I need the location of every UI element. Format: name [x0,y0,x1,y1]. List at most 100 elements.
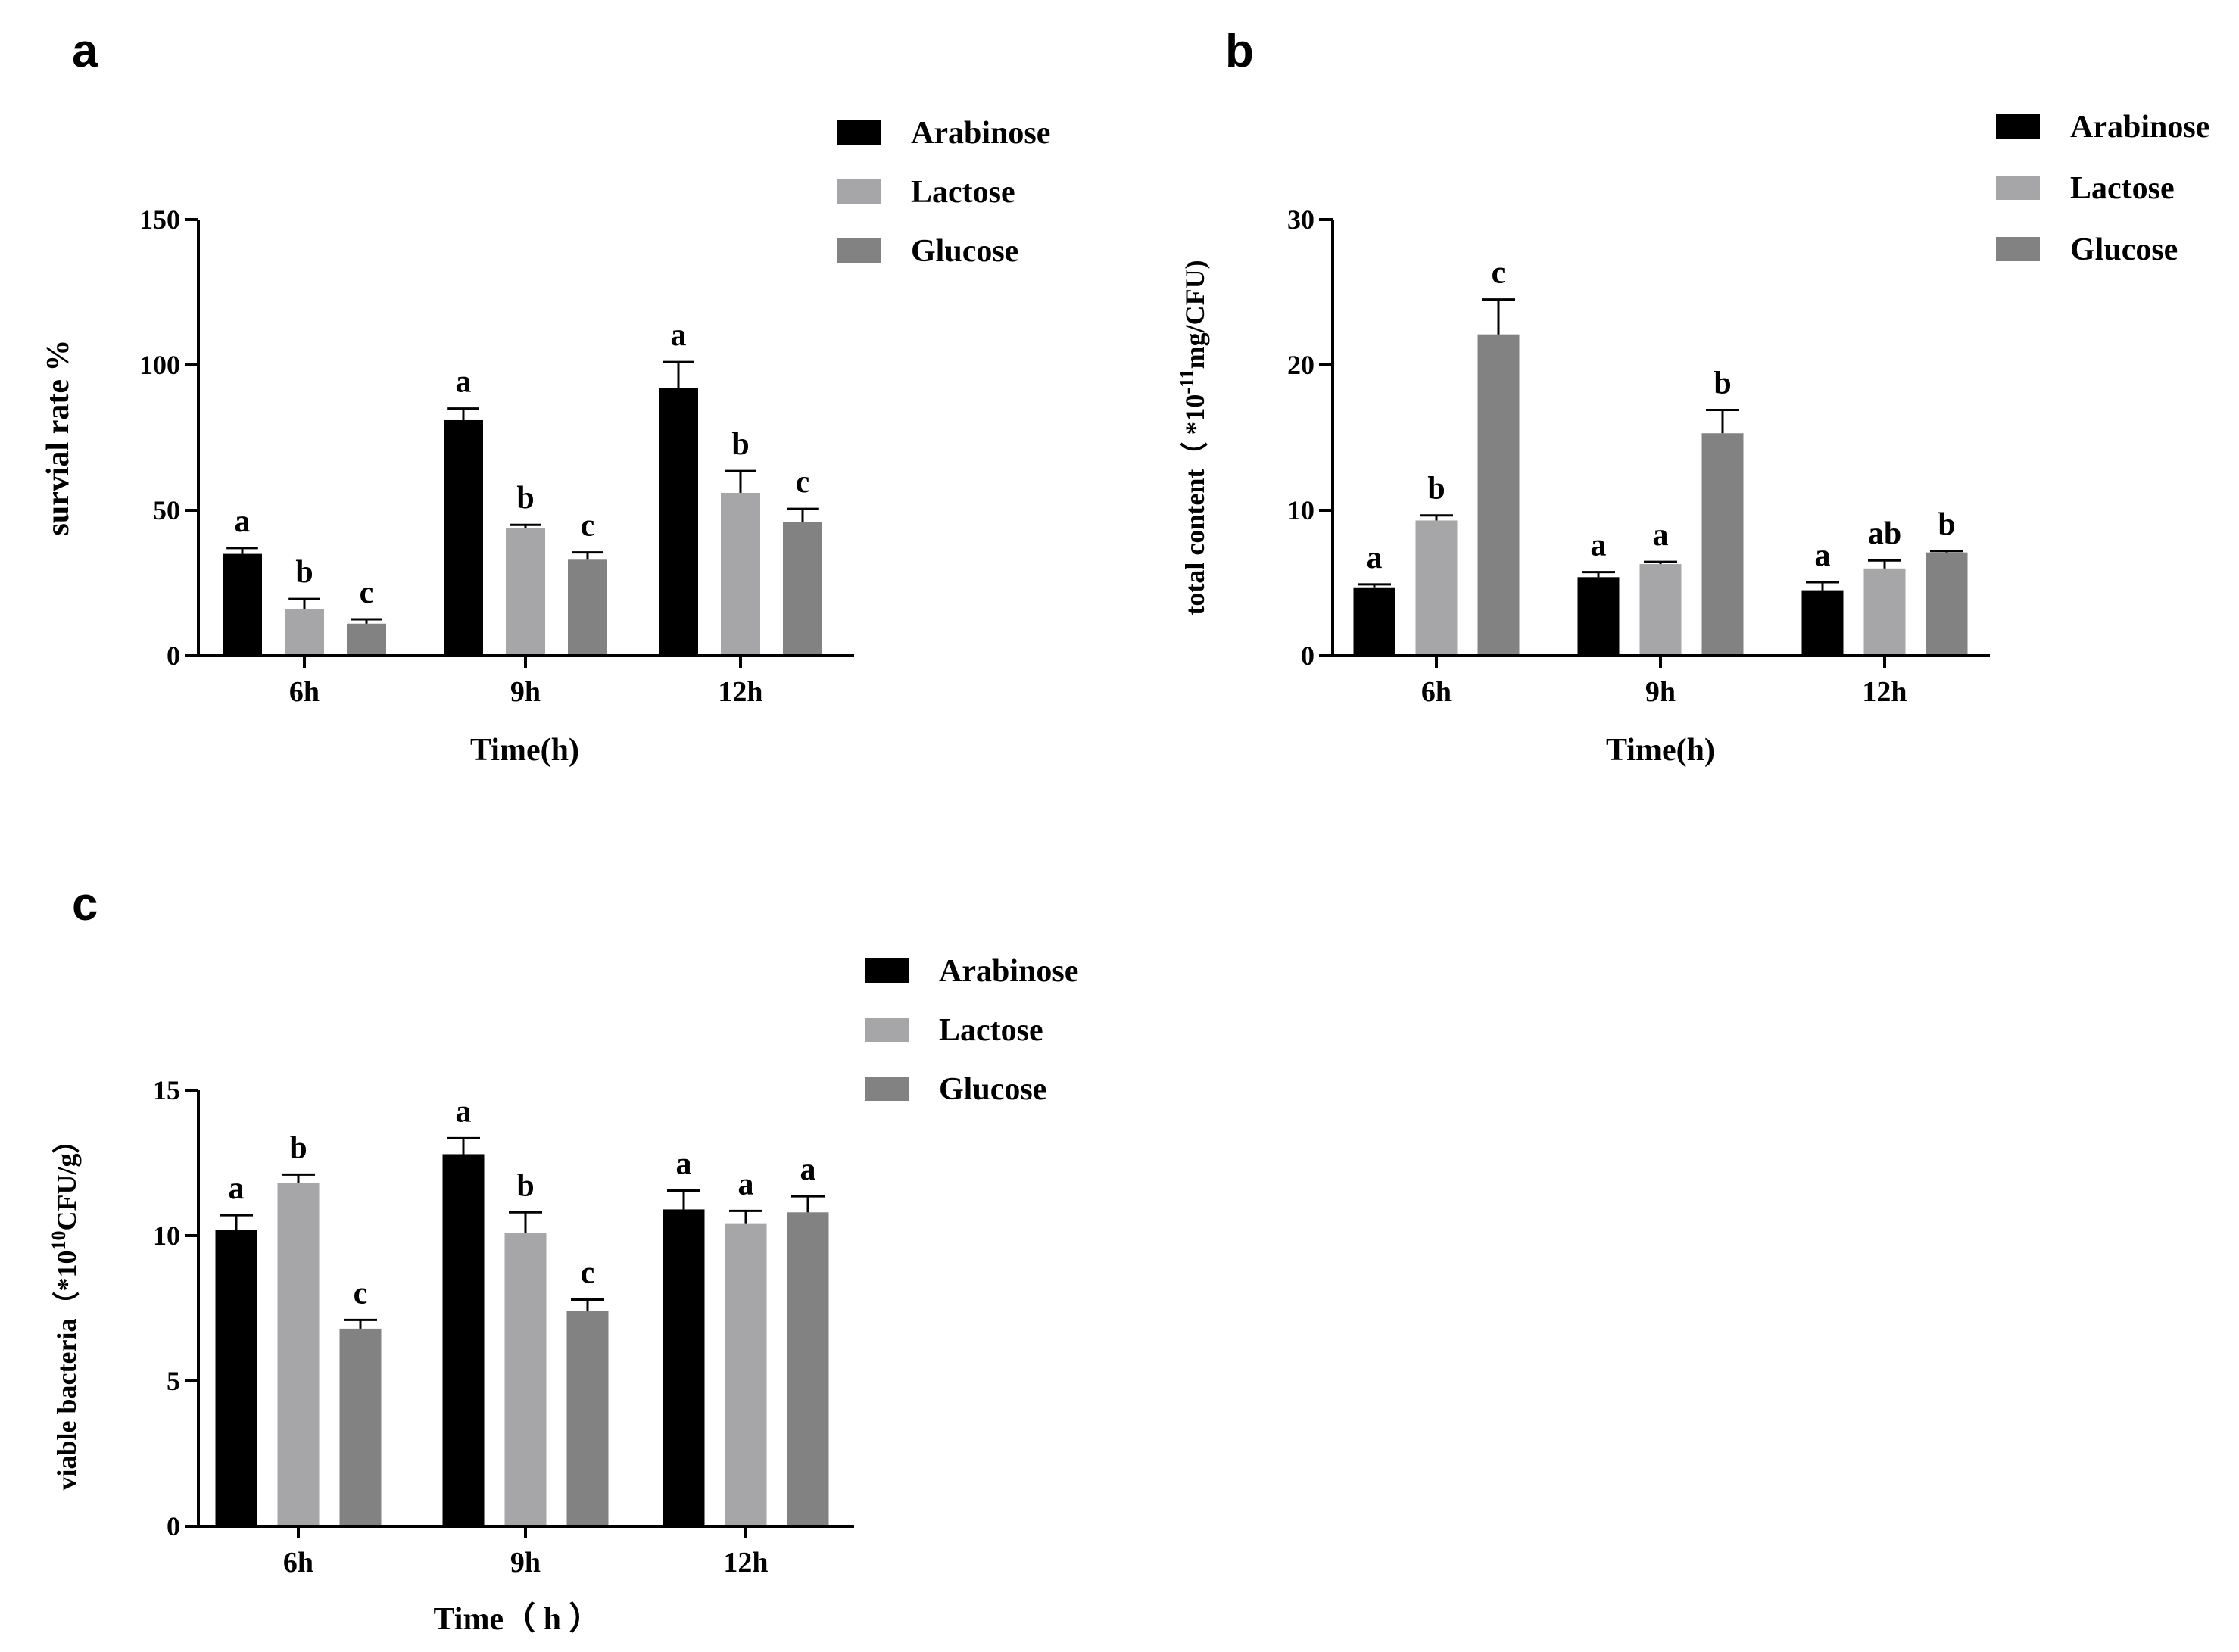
significance-letter: a [1591,528,1607,563]
y-axis-title-a: survial rate % [41,340,76,536]
legend-label-lactose: Lactose [939,1013,1043,1048]
legend-swatch-arabinose [865,958,909,983]
legend-b: Arabinose Lactose Glucose [1996,110,2209,267]
significance-letter: c [354,1276,368,1311]
y-axis-title-c-main: viable bacteria（*10 [51,1251,82,1491]
bar-lactose-12h [725,1223,767,1526]
bar-arabinose-9h [444,419,483,656]
significance-letter: a [235,504,251,539]
significance-letter: c [581,1255,595,1290]
y-tick-label: 10 [153,1220,180,1251]
panel-letter-c: c [72,878,98,930]
legend-swatch-glucose [1996,237,2040,261]
legend-label-arabinose: Arabinose [2070,110,2209,145]
bar-glucose-12h [787,1212,829,1526]
legend-label-lactose: Lactose [2070,171,2175,206]
bar-arabinose-6h [215,1230,257,1526]
bar-lactose-6h [1415,520,1458,656]
bar-glucose-12h [1926,552,1968,656]
significance-letter: a [1815,538,1831,573]
marks-c: a a a b b a c c a [215,1094,829,1526]
bar-lactose-9h [1639,564,1682,656]
significance-letter: a [738,1167,754,1202]
legend-swatch-lactose [865,1018,909,1042]
x-tick-label: 12h [718,676,762,708]
y-tick-label: 0 [1301,641,1314,671]
legend-swatch-lactose [837,179,881,204]
bar-lactose-6h [277,1183,320,1526]
x-tick-label: 9h [510,676,541,708]
significance-letter: b [516,1168,534,1203]
bar-glucose-9h [568,559,607,656]
bar-lactose-9h [504,1233,547,1526]
legend-label-lactose: Lactose [911,175,1015,210]
x-tick-label: 6h [283,1547,313,1579]
significance-letter: c [581,509,595,544]
x-tick-label: 9h [1645,676,1676,708]
bar-lactose-6h [285,609,324,656]
bar-glucose-9h [1701,433,1744,656]
significance-letter: a [676,1146,692,1181]
significance-letter: c [360,575,374,610]
x-axis-title-a: Time(h) [470,733,579,768]
legend-label-glucose: Glucose [2070,232,2178,267]
significance-letter: ab [1868,516,1901,551]
x-tick-label: 12h [1862,676,1907,708]
significance-letter: a [456,365,472,400]
significance-letter: b [1427,472,1445,507]
y-axis-title-b-tail: mg/CFU) [1180,260,1210,369]
y-tick-label: 15 [153,1075,180,1105]
panel-letter-a: a [72,25,98,77]
bar-arabinose-9h [442,1154,485,1526]
legend-c: Arabinose Lactose Glucose [865,954,1078,1107]
bar-glucose-6h [1477,334,1520,656]
legend-a: Arabinose Lactose Glucose [837,116,1050,269]
y-tick-label: 50 [153,495,180,525]
legend-swatch-glucose [865,1077,909,1101]
legend-label-glucose: Glucose [911,234,1018,269]
bar-arabinose-9h [1577,577,1620,656]
bar-lactose-12h [1863,568,1906,656]
x-tick-label: 6h [1421,676,1452,708]
significance-letter: b [295,555,313,590]
bar-arabinose-12h [1801,590,1844,656]
bar-glucose-6h [347,623,386,656]
bar-glucose-9h [566,1311,609,1526]
y-tick-label: 100 [139,350,180,380]
x-axis-title-c: Time（ h ） [434,1601,601,1637]
y-tick-label: 5 [167,1366,180,1396]
significance-letter: b [1938,507,1955,542]
legend-label-glucose: Glucose [939,1072,1046,1107]
significance-letter: b [1714,366,1731,401]
marks-a: a a a b b b c c c [223,318,822,656]
bar-arabinose-12h [663,1209,705,1526]
y-axis-title-b-main: total content（ *10 [1180,394,1210,616]
significance-letter: b [516,481,534,516]
x-axis-title-b: Time(h) [1606,733,1715,768]
y-axis-title-b-sup: -11 [1176,369,1198,394]
y-axis-title-c: viable bacteria（*1010CFU/g） [48,1127,82,1491]
y-tick-label: 20 [1287,350,1314,380]
significance-letter: b [289,1130,307,1165]
bar-arabinose-12h [659,388,698,656]
legend-swatch-lactose [1996,176,2040,200]
significance-letter: a [1653,518,1669,553]
y-tick-label: 0 [167,1511,180,1541]
y-tick-label: 0 [167,641,180,671]
axes-b: 0 10 20 30 6h 9h 12h [1287,204,1990,708]
legend-swatch-glucose [837,238,881,263]
legend-swatch-arabinose [1996,114,2040,139]
panel-letter-b: b [1225,25,1254,77]
bar-arabinose-6h [223,553,262,656]
significance-letter: a [456,1094,472,1129]
panel-a: a survial rate % Time(h) a a a b b b c c c 0 50 10… [41,25,1050,768]
significance-letter: c [1492,256,1506,291]
bar-lactose-12h [721,492,760,656]
y-tick-label: 150 [139,204,180,235]
significance-letter: a [229,1171,245,1206]
significance-letter: a [800,1152,816,1187]
bar-arabinose-6h [1353,587,1395,656]
legend-label-arabinose: Arabinose [911,116,1050,151]
